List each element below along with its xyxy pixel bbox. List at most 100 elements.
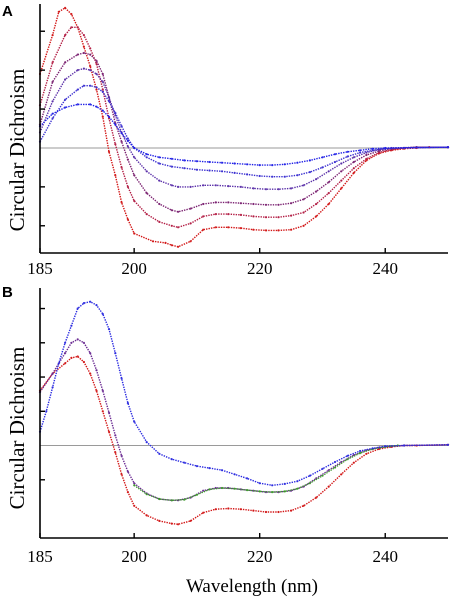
panel-b-data-point — [333, 466, 337, 469]
panel-b-x-tick-label: 200 — [121, 547, 147, 566]
panel-a-data-point — [359, 151, 362, 154]
panel-a-data-point — [170, 165, 173, 168]
panel-b-data-point — [258, 482, 261, 485]
panel-a-series-2-line — [39, 26, 448, 228]
panel-a-data-point — [133, 199, 136, 202]
panel-a-series-1-points — [38, 6, 450, 248]
panel-b-data-point — [145, 493, 148, 496]
panel-a-data-point — [214, 213, 217, 216]
panel-b-data-point — [246, 477, 249, 480]
panel-b-data-point — [107, 328, 111, 331]
panel-b-data-point — [277, 510, 280, 514]
panel-a-series-3-points — [38, 51, 450, 213]
panel-b-data-point — [45, 410, 48, 413]
panel-b-data-point — [126, 491, 129, 494]
panel-a-data-point — [170, 184, 173, 187]
panel-b-data-point — [51, 372, 54, 375]
panel-a-data-point — [95, 105, 98, 108]
panel-b-plot-area — [38, 300, 450, 526]
panel-a-data-point — [82, 84, 85, 87]
panel-b-letter: B — [2, 284, 13, 301]
panel-b-data-point — [346, 458, 349, 461]
panel-a-data-point — [365, 153, 368, 157]
panel-a-data-point — [76, 103, 79, 106]
panel-a-ylabel: Circular Dichroism — [5, 69, 29, 232]
panel-a-data-point — [220, 170, 224, 173]
panel-b-xlabel: Wavelength (nm) — [186, 576, 318, 597]
panel-b-data-point — [296, 480, 299, 483]
panel-b-x-tick-label: 220 — [247, 547, 273, 566]
panel-a-data-point — [57, 10, 60, 13]
panel-b-data-point — [114, 434, 117, 437]
panel-a-data-point — [321, 166, 324, 169]
panel-a-data-point — [70, 26, 73, 29]
panel-a-data-point — [82, 67, 85, 70]
panel-a-data-point — [82, 34, 85, 37]
panel-b-data-point — [233, 473, 236, 476]
panel-a-data-point — [145, 153, 148, 156]
panel-b-data-point — [82, 302, 85, 305]
panel-a-data-point — [177, 210, 180, 213]
panel-a-data-point — [327, 202, 330, 206]
panel-a-data-point — [327, 170, 330, 173]
panel-a-series-3-line — [39, 52, 448, 213]
panel-b-data-point — [70, 341, 73, 344]
panel-b-data-point — [158, 497, 161, 501]
panel-a-data-point — [246, 163, 249, 166]
panel-a-data-point — [164, 241, 167, 244]
panel-a-data-point — [252, 228, 255, 231]
panel-b-axes: 185 200 220 240 — [27, 288, 448, 566]
panel-a-data-point — [239, 213, 242, 216]
panel-a-series-2-points — [38, 26, 450, 229]
panel-a-data-point — [89, 103, 92, 106]
panel-b-data-point — [158, 519, 161, 523]
panel-a-data-point — [371, 147, 374, 150]
panel-a-data-point — [177, 226, 180, 229]
panel-b-data-point — [145, 441, 148, 444]
panel-b-data-point — [359, 452, 362, 455]
panel-b-data-point — [95, 389, 98, 392]
panel-a-data-point — [126, 145, 129, 148]
panel-a-data-point — [89, 84, 92, 87]
panel-a-data-point — [227, 213, 230, 216]
panel-a-data-point — [277, 203, 280, 206]
panel-a-data-point — [340, 187, 343, 190]
panel-b-data-point — [208, 488, 211, 491]
panel-a-data-point — [371, 149, 374, 152]
panel-a-data-point — [258, 174, 261, 178]
panel-b-data-point — [95, 369, 98, 372]
panel-a-series-3 — [38, 51, 450, 213]
panel-a-data-point — [340, 170, 343, 173]
panel-a-data-point — [170, 157, 173, 160]
panel-b-data-point — [126, 470, 129, 473]
panel-a-data-point — [145, 156, 148, 159]
panel-b-data-point — [384, 445, 387, 448]
panel-a-data-point — [239, 227, 242, 230]
panel-b-series-4 — [38, 300, 450, 487]
panel-a-series-1 — [38, 6, 450, 248]
panel-a-data-point — [51, 80, 54, 83]
panel-a-data-point — [133, 156, 136, 159]
panel-a-data-point — [89, 53, 92, 56]
panel-b-data-point — [183, 498, 186, 501]
panel-b-data-point — [64, 341, 67, 344]
panel-a-data-point — [95, 59, 98, 62]
panel-a-data-point — [120, 166, 123, 169]
panel-b-data-point — [133, 484, 136, 487]
panel-a-data-point — [252, 187, 255, 190]
panel-b-data-point — [321, 467, 324, 470]
panel-b-data-point — [346, 454, 349, 457]
panel-a-data-point — [327, 192, 330, 195]
panel-b-data-point — [170, 458, 173, 461]
panel-a-series-5-points — [38, 84, 450, 178]
panel-a-data-point — [277, 188, 280, 191]
panel-a-data-point — [89, 65, 92, 68]
panel-a-data-point — [145, 192, 148, 195]
panel-a-data-point — [258, 164, 261, 167]
panel-b-data-point — [158, 452, 161, 455]
panel-a: A Circular Dichroism 185 200 220 240 — [2, 3, 450, 278]
panel-a-data-point — [214, 226, 217, 229]
panel-a-data-point — [107, 96, 111, 99]
panel-a-data-point — [82, 51, 85, 55]
